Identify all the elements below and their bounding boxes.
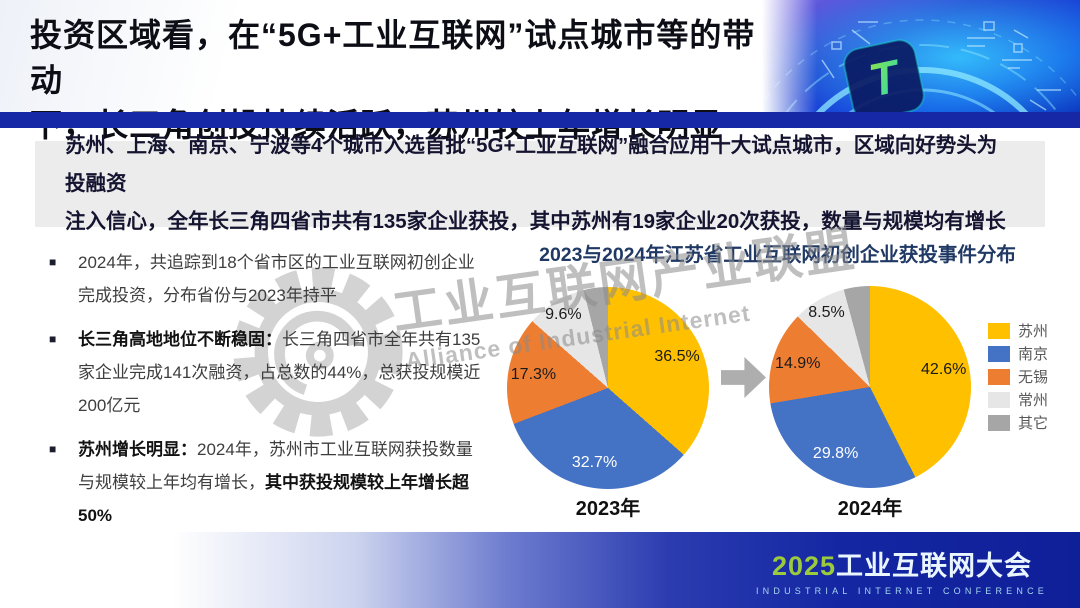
logo-subtitle: INDUSTRIAL INTERNET CONFERENCE	[755, 586, 1048, 596]
legend-label: 南京	[1018, 346, 1049, 363]
footer-band: 2025工业互联网大会 INDUSTRIAL INTERNET CONFEREN…	[0, 532, 1080, 608]
legend-swatch	[988, 368, 1010, 385]
chart-legend: 苏州南京无锡常州其它	[988, 322, 1048, 437]
bullet-item: ■ 苏州增长明显：2024年，苏州市工业互联网获投数量与规模较上年均有增长，其中获…	[48, 433, 486, 532]
pie-2023-circle	[507, 287, 709, 489]
pie-slice-label-南京: 32.7%	[571, 453, 618, 471]
pie-caption-2023: 2023年	[575, 498, 641, 520]
page-title-line1: 投资区域看，在“5G+工业互联网”试点城市等的带动	[30, 17, 756, 98]
pie-chart-2024: 42.6% 29.8% 14.9% 8.5%	[769, 286, 971, 488]
legend-item-其它: 其它	[988, 414, 1049, 432]
legend-label: 常州	[1018, 392, 1049, 409]
pie-slice-label-无锡: 17.3%	[510, 365, 557, 383]
legend-item-苏州: 苏州	[988, 322, 1049, 340]
pie-caption-2024: 2024年	[837, 498, 903, 520]
bullet-text: 其中获投规模较上年增长超50%	[78, 473, 469, 525]
bullet-text: 长三角高地地位不断稳固：	[78, 330, 282, 349]
pie-slice-label-苏州: 36.5%	[654, 347, 700, 365]
pie-chart-2023: 36.5% 32.7% 17.3% 9.6%	[507, 287, 709, 489]
tech-globe-decoration: T	[762, 0, 1080, 128]
bullet-item: ■ 2024年，共追踪到18个省市区的工业互联网初创企业完成投资，分布省份与202…	[48, 246, 486, 312]
pie-slice-label-无锡: 14.9%	[775, 355, 821, 373]
legend-item-无锡: 无锡	[988, 368, 1049, 386]
bullet-marker-icon: ■	[49, 255, 57, 269]
header: 投资区域看，在“5G+工业互联网”试点城市等的带动 下，长三角创投持续活跃，苏州…	[0, 0, 1080, 143]
t-logo-icon: T	[843, 39, 925, 121]
bullet-text: 苏州增长明显：	[78, 440, 197, 459]
bullet-list: ■ 2024年，共追踪到18个省市区的工业互联网初创企业完成投资，分布省份与202…	[48, 246, 486, 543]
bullet-item: ■ 长三角高地地位不断稳固：长三角四省市全年共有135家企业完成141次融资，占总…	[48, 323, 486, 422]
bullet-text: 2024年，苏州市工业互联网获投数量与规模较上年均有增长，	[78, 440, 473, 492]
gear-watermark-icon	[233, 267, 403, 437]
legend-item-常州: 常州	[988, 391, 1049, 409]
banner-line1: 苏州、上海、南京、宁波等4个城市入选首批“5G+工业互联网”融合应用十大试点城市…	[65, 134, 998, 195]
chart-title: 2023与2024年江苏省工业互联网初创企业获投事件分布	[539, 244, 1016, 266]
legend-swatch	[988, 345, 1010, 362]
transition-arrow-icon	[721, 357, 766, 398]
pie-slice-label-苏州: 42.6%	[921, 360, 967, 378]
legend-item-南京: 南京	[988, 345, 1049, 363]
bullet-text: 长三角四省市全年共有135家企业完成141次融资，占总数的44%，总获投规模近2…	[78, 330, 481, 415]
bullet-marker-icon: ■	[49, 332, 57, 346]
legend-swatch	[988, 391, 1010, 408]
header-divider-bar	[0, 112, 1080, 128]
pie-slice-label-南京: 29.8%	[812, 445, 859, 463]
summary-banner: 苏州、上海、南京、宁波等4个城市入选首批“5G+工业互联网”融合应用十大试点城市…	[35, 134, 1045, 233]
pie-2024-circle	[769, 286, 971, 488]
logo-title: 工业互联网大会	[836, 551, 1033, 581]
bullet-text: 2024年，共追踪到18个省市区的工业互联网初创企业完成投资，分布省份与2023…	[78, 253, 475, 305]
legend-swatch	[988, 322, 1010, 339]
bullet-marker-icon: ■	[49, 442, 57, 456]
banner-line2: 注入信心，全年长三角四省市共有135家企业获投，其中苏州有19家企业20次获投，…	[65, 210, 1006, 233]
logo-year: 2025	[771, 551, 837, 581]
pie-slice-label-常州: 8.5%	[808, 303, 845, 321]
legend-label: 苏州	[1018, 323, 1049, 340]
conference-logo: 2025工业互联网大会 INDUSTRIAL INTERNET CONFEREN…	[756, 544, 1048, 596]
pie-slice-label-常州: 9.6%	[545, 305, 582, 323]
legend-label: 无锡	[1018, 369, 1049, 386]
legend-label: 其它	[1018, 415, 1049, 432]
legend-swatch	[988, 414, 1010, 431]
